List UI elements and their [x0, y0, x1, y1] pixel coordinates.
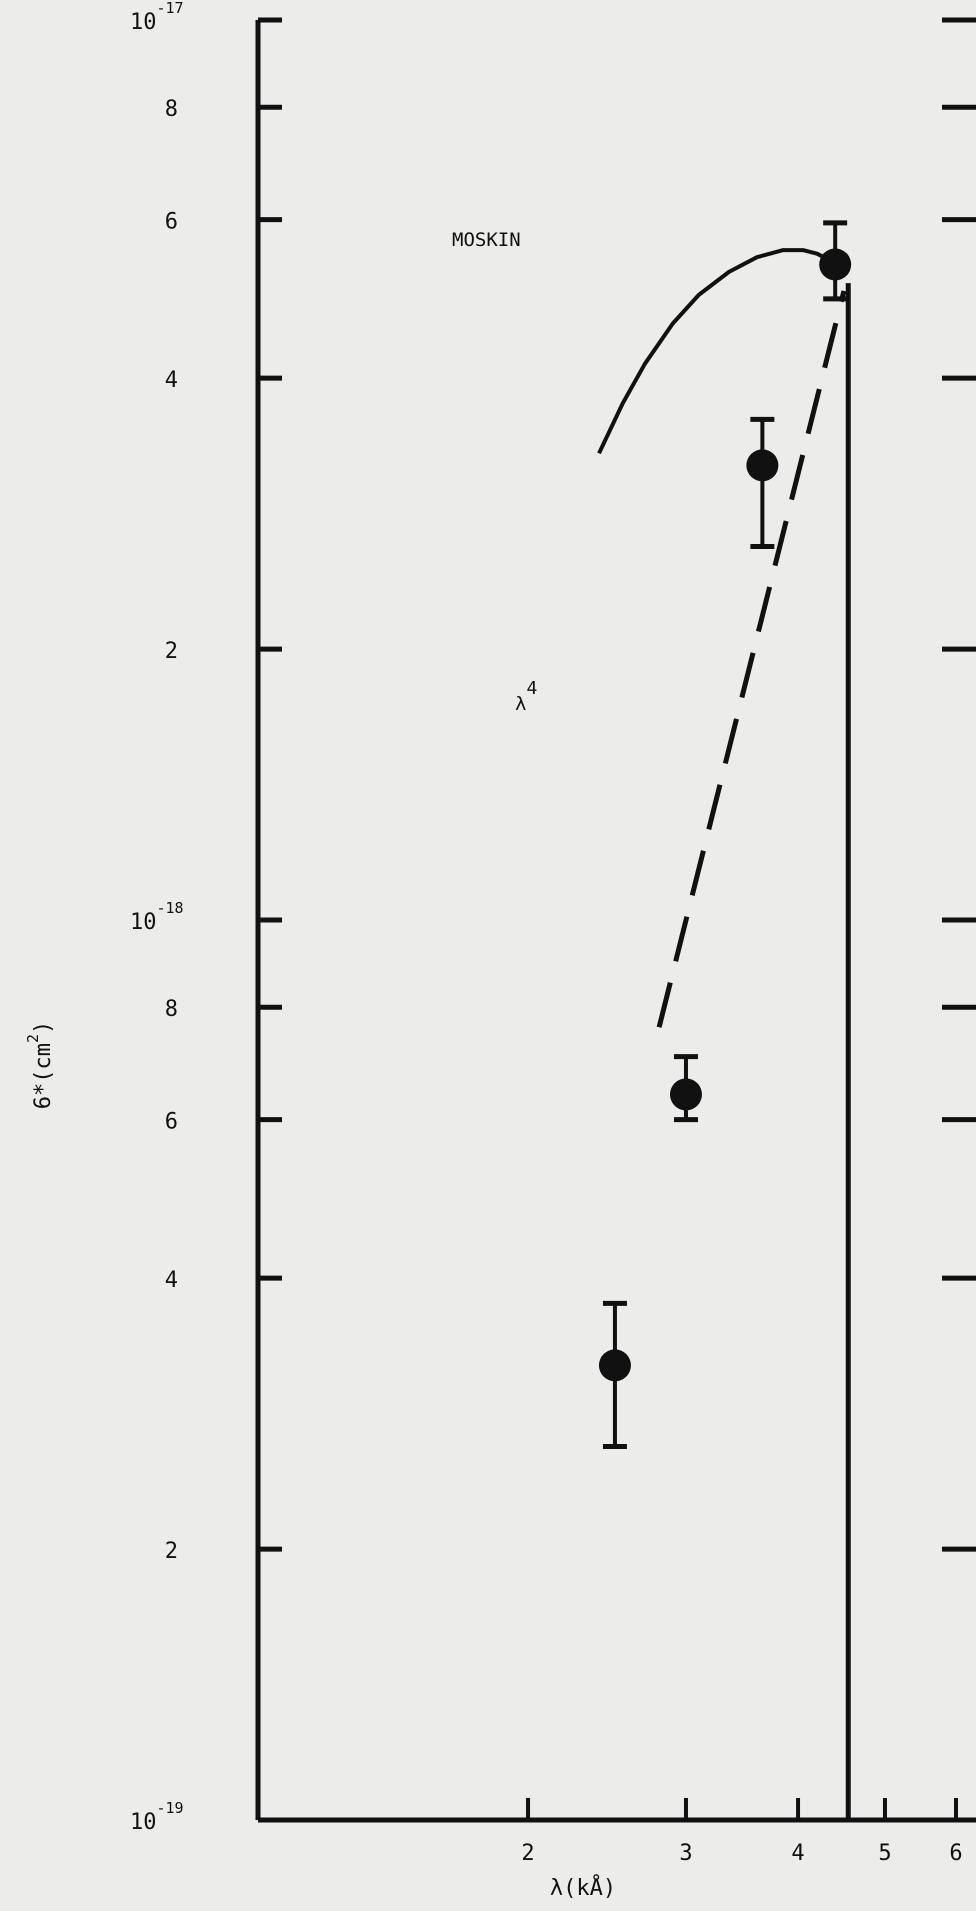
x-tick-label: 6: [949, 1841, 962, 1866]
y-tick-label-base: 10: [130, 910, 157, 935]
data-point: [819, 220, 852, 302]
y-axis-title-base: 6*(cm: [31, 1043, 56, 1109]
y-tick-label-base: 8: [165, 997, 178, 1022]
data-marker: [669, 1078, 702, 1111]
y-tick-label-base: 10: [130, 10, 157, 35]
moskin-label: MOSKIN: [452, 229, 521, 251]
y-tick-label: 6: [165, 210, 178, 235]
lambda4-label: λ4: [515, 678, 537, 715]
y-tick-label: 2: [165, 639, 178, 664]
data-marker: [746, 449, 779, 482]
y-tick-label: 10-19: [130, 1799, 184, 1835]
y-tick-label: 8: [165, 97, 178, 122]
y-tick-label-base: 2: [165, 639, 178, 664]
y-axis-title: 6*(cm2): [24, 1021, 56, 1110]
y-tick-label-base: 2: [165, 1539, 178, 1564]
y-tick-label: 4: [165, 1268, 178, 1293]
y-tick-label: 6: [165, 1110, 178, 1135]
y-tick-label: 4: [165, 368, 178, 393]
lambda4-base: λ: [515, 693, 526, 715]
y-tick-label-exp: -19: [157, 1799, 184, 1817]
y-tick-label-base: 10: [130, 1810, 157, 1835]
y-tick-label-base: 4: [165, 1268, 178, 1293]
lambda4-dashed-line: [656, 290, 847, 1028]
data-point: [669, 1054, 702, 1123]
y-tick-label: 10-17: [130, 0, 184, 35]
y-axis-title-exp: 2: [24, 1034, 42, 1043]
series-layer: [597, 220, 852, 1820]
x-axis-title: λ(kÅ): [550, 1874, 616, 1901]
y-tick-label: 2: [165, 1539, 178, 1564]
data-marker: [598, 1349, 631, 1382]
data-point: [746, 416, 779, 550]
data-point: [598, 1300, 631, 1450]
y-tick-label-base: 8: [165, 97, 178, 122]
axes-layer: [255, 20, 976, 1823]
y-tick-label: 8: [165, 997, 178, 1022]
lambda4-exp: 4: [526, 678, 537, 699]
y-axis-title-close: ): [31, 1021, 56, 1034]
y-tick-label-base: 6: [165, 210, 178, 235]
y-tick-label: 10-18: [130, 899, 184, 935]
labels-layer: MOSKIN λ4 λ(kÅ) 6*(cm2): [24, 229, 616, 1901]
y-tick-label-exp: -18: [157, 899, 184, 917]
data-marker: [819, 248, 852, 281]
x-tick-label: 4: [791, 1841, 804, 1866]
y-tick-label-base: 6: [165, 1110, 178, 1135]
y-tick-label-base: 4: [165, 368, 178, 393]
x-tick-label: 3: [679, 1841, 692, 1866]
y-tick-label-exp: -17: [157, 0, 184, 17]
moskin-curve: [597, 248, 832, 455]
x-tick-label: 2: [521, 1841, 534, 1866]
x-tick-label: 5: [878, 1841, 891, 1866]
